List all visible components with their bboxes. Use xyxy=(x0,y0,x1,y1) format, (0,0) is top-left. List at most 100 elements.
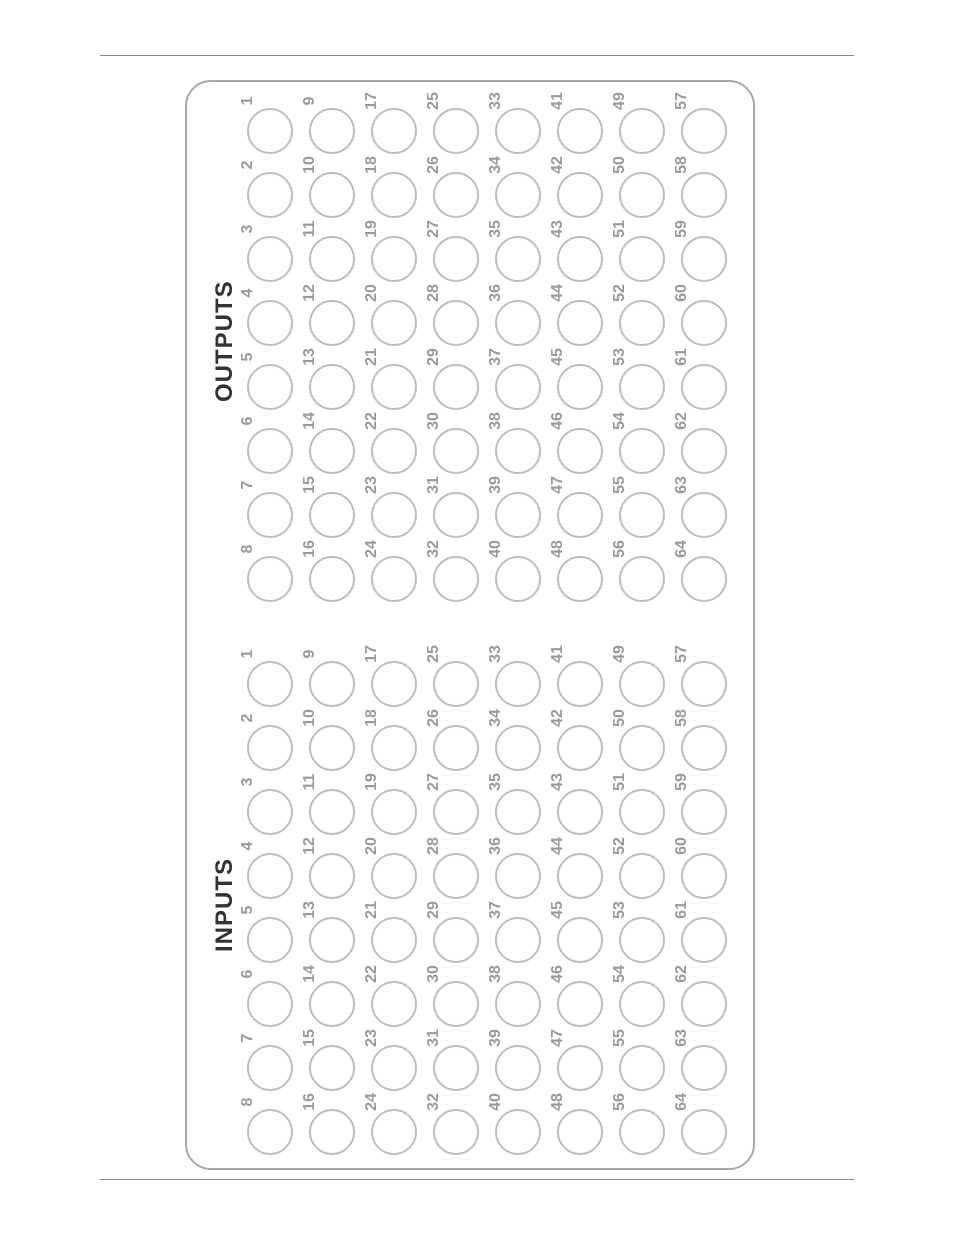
port-circle xyxy=(681,661,727,707)
port-number: 59 xyxy=(671,218,693,240)
outputs-port: 9 xyxy=(297,92,359,156)
port-number: 10 xyxy=(299,707,321,729)
port-circle xyxy=(371,428,417,474)
port-circle xyxy=(247,556,293,602)
inputs-port: 47 xyxy=(545,1029,607,1093)
port-circle xyxy=(619,917,665,963)
port-number: 45 xyxy=(547,899,569,921)
port-circle xyxy=(309,1045,355,1091)
outputs-port: 29 xyxy=(421,348,483,412)
port-number: 28 xyxy=(423,282,445,304)
port-circle xyxy=(371,853,417,899)
port-number: 42 xyxy=(547,707,569,729)
port-circle xyxy=(557,917,603,963)
page: OUTPUTS INPUTS 1234567891011121314151617… xyxy=(0,0,954,1235)
inputs-port: 53 xyxy=(607,901,669,965)
inputs-port: 5 xyxy=(235,901,297,965)
inputs-port: 43 xyxy=(545,773,607,837)
inputs-port: 59 xyxy=(669,773,731,837)
port-number: 44 xyxy=(547,282,569,304)
port-circle xyxy=(495,492,541,538)
inputs-port: 13 xyxy=(297,901,359,965)
outputs-port: 1 xyxy=(235,92,297,156)
outputs-port: 35 xyxy=(483,220,545,284)
port-number: 1 xyxy=(237,90,259,112)
port-circle xyxy=(247,172,293,218)
inputs-port: 40 xyxy=(483,1093,545,1157)
port-number: 8 xyxy=(237,538,259,560)
port-circle xyxy=(557,1109,603,1155)
inputs-port: 21 xyxy=(359,901,421,965)
port-circle xyxy=(433,300,479,346)
port-number: 50 xyxy=(609,707,631,729)
port-number: 32 xyxy=(423,1091,445,1113)
port-number: 30 xyxy=(423,963,445,985)
inputs-port: 25 xyxy=(421,645,483,709)
inputs-port: 3 xyxy=(235,773,297,837)
outputs-port: 30 xyxy=(421,412,483,476)
inputs-port: 32 xyxy=(421,1093,483,1157)
port-number: 35 xyxy=(485,218,507,240)
inputs-port: 34 xyxy=(483,709,545,773)
port-circle xyxy=(309,661,355,707)
outputs-port: 14 xyxy=(297,412,359,476)
port-number: 29 xyxy=(423,899,445,921)
port-circle xyxy=(619,853,665,899)
inputs-port: 19 xyxy=(359,773,421,837)
port-circle xyxy=(309,725,355,771)
port-number: 16 xyxy=(299,1091,321,1113)
port-number: 43 xyxy=(547,771,569,793)
port-circle xyxy=(433,1109,479,1155)
port-circle xyxy=(433,492,479,538)
port-number: 28 xyxy=(423,835,445,857)
outputs-port: 61 xyxy=(669,348,731,412)
outputs-port: 41 xyxy=(545,92,607,156)
port-number: 56 xyxy=(609,538,631,560)
outputs-port: 43 xyxy=(545,220,607,284)
inputs-port: 61 xyxy=(669,901,731,965)
port-circle xyxy=(433,236,479,282)
port-number: 22 xyxy=(361,963,383,985)
port-circle xyxy=(681,853,727,899)
outputs-port: 37 xyxy=(483,348,545,412)
port-circle xyxy=(619,428,665,474)
port-number: 19 xyxy=(361,771,383,793)
outputs-port: 33 xyxy=(483,92,545,156)
port-number: 38 xyxy=(485,963,507,985)
outputs-grid: 1234567891011121314151617181920212223242… xyxy=(235,92,731,604)
inputs-port: 64 xyxy=(669,1093,731,1157)
port-number: 4 xyxy=(237,282,259,304)
port-circle xyxy=(309,172,355,218)
port-number: 45 xyxy=(547,346,569,368)
outputs-port: 53 xyxy=(607,348,669,412)
outputs-port: 28 xyxy=(421,284,483,348)
port-circle xyxy=(619,661,665,707)
port-circle xyxy=(433,556,479,602)
port-number: 58 xyxy=(671,154,693,176)
port-number: 40 xyxy=(485,538,507,560)
port-number: 46 xyxy=(547,963,569,985)
port-circle xyxy=(247,917,293,963)
outputs-port: 12 xyxy=(297,284,359,348)
port-number: 33 xyxy=(485,90,507,112)
port-number: 9 xyxy=(299,643,321,665)
port-circle xyxy=(557,661,603,707)
outputs-port: 27 xyxy=(421,220,483,284)
port-circle xyxy=(247,108,293,154)
inputs-port: 57 xyxy=(669,645,731,709)
port-number: 55 xyxy=(609,1027,631,1049)
port-number: 61 xyxy=(671,346,693,368)
port-number: 40 xyxy=(485,1091,507,1113)
port-circle xyxy=(371,789,417,835)
port-circle xyxy=(247,1109,293,1155)
port-circle xyxy=(371,492,417,538)
port-circle xyxy=(557,725,603,771)
port-circle xyxy=(433,789,479,835)
port-number: 63 xyxy=(671,474,693,496)
port-number: 26 xyxy=(423,707,445,729)
inputs-port: 15 xyxy=(297,1029,359,1093)
inputs-port: 42 xyxy=(545,709,607,773)
port-circle xyxy=(681,172,727,218)
port-circle xyxy=(371,725,417,771)
port-number: 37 xyxy=(485,899,507,921)
